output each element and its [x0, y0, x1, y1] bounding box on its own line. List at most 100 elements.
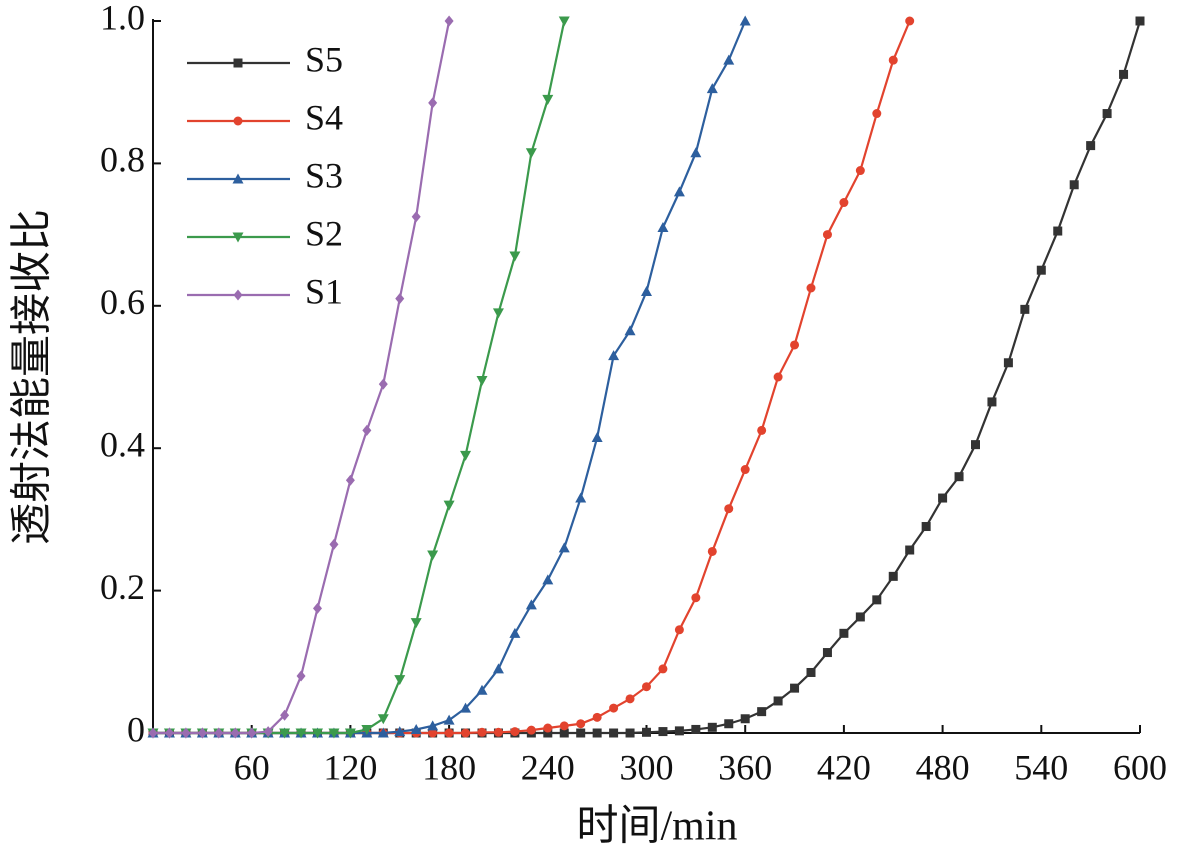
- marker: [592, 728, 602, 738]
- marker: [525, 599, 537, 610]
- marker: [344, 728, 356, 739]
- marker: [1102, 109, 1112, 119]
- marker: [148, 727, 158, 739]
- marker: [625, 694, 635, 704]
- marker: [625, 728, 635, 738]
- marker: [279, 728, 291, 739]
- marker: [1086, 141, 1096, 151]
- marker: [427, 720, 439, 731]
- marker: [987, 397, 997, 407]
- marker: [526, 725, 536, 735]
- marker: [1053, 226, 1063, 236]
- marker: [674, 726, 684, 736]
- marker: [576, 719, 586, 729]
- marker: [444, 728, 454, 738]
- marker: [1069, 180, 1079, 190]
- marker: [642, 727, 651, 737]
- marker: [790, 683, 800, 693]
- marker: [905, 16, 915, 26]
- y-tick-label: 0.4: [100, 424, 145, 464]
- series-line: [153, 20, 747, 735]
- legend-label: S4: [305, 97, 343, 137]
- marker: [642, 682, 651, 692]
- marker: [657, 221, 669, 232]
- x-tick-label: 60: [234, 747, 270, 787]
- marker: [477, 727, 487, 737]
- marker: [1020, 304, 1030, 314]
- marker: [872, 109, 882, 119]
- marker: [444, 15, 454, 27]
- x-tick-label: 420: [817, 747, 871, 787]
- marker: [377, 727, 389, 738]
- marker: [542, 94, 554, 105]
- x-tick-label: 480: [916, 747, 970, 787]
- x-tick-label: 240: [521, 747, 575, 787]
- marker: [394, 726, 406, 737]
- marker: [938, 493, 948, 503]
- marker: [855, 612, 865, 622]
- marker: [872, 595, 882, 605]
- y-tick-label: 0.8: [100, 140, 145, 180]
- y-tick-label: 0: [127, 709, 145, 749]
- legend-label: S1: [305, 271, 343, 311]
- x-tick-label: 360: [718, 747, 772, 787]
- marker: [674, 625, 684, 635]
- marker: [362, 424, 372, 436]
- marker: [543, 728, 553, 738]
- marker: [690, 147, 702, 158]
- x-tick-label: 600: [1113, 747, 1167, 787]
- marker: [1119, 69, 1129, 79]
- marker: [591, 432, 603, 443]
- marker: [263, 726, 273, 738]
- marker: [542, 574, 554, 585]
- x-tick-label: 300: [620, 747, 674, 787]
- marker: [723, 54, 735, 65]
- marker: [691, 593, 701, 603]
- marker: [280, 709, 290, 721]
- marker: [361, 724, 373, 735]
- marker: [624, 325, 636, 336]
- series-line: [153, 20, 911, 735]
- marker: [410, 723, 422, 734]
- marker: [460, 450, 472, 461]
- legend-label: S2: [305, 213, 343, 253]
- marker: [706, 83, 718, 94]
- marker: [476, 376, 488, 387]
- marker: [493, 727, 503, 737]
- marker: [707, 546, 717, 556]
- legend-marker: [233, 116, 243, 126]
- marker: [559, 728, 569, 738]
- marker: [476, 684, 488, 695]
- marker: [427, 550, 439, 561]
- marker: [559, 721, 569, 731]
- marker: [411, 211, 421, 223]
- series-line: [153, 20, 566, 735]
- marker: [888, 571, 898, 581]
- marker: [641, 286, 652, 297]
- marker: [461, 728, 471, 738]
- marker: [443, 500, 455, 511]
- marker: [329, 538, 339, 550]
- y-tick-label: 0.6: [100, 282, 145, 322]
- marker: [822, 648, 832, 658]
- marker: [1135, 16, 1145, 26]
- marker: [740, 465, 750, 475]
- marker: [214, 727, 224, 739]
- legend-label: S5: [305, 39, 343, 79]
- marker: [658, 727, 668, 737]
- marker: [197, 727, 207, 739]
- legend-marker: [232, 173, 244, 184]
- marker: [658, 664, 668, 674]
- marker: [673, 186, 685, 197]
- marker: [855, 166, 865, 176]
- marker: [608, 350, 620, 361]
- marker: [312, 728, 323, 739]
- marker: [888, 55, 898, 65]
- marker: [575, 492, 587, 503]
- marker: [509, 251, 521, 262]
- marker: [558, 16, 570, 27]
- marker: [773, 372, 783, 382]
- marker: [460, 702, 472, 713]
- marker: [394, 675, 406, 686]
- marker: [971, 440, 980, 450]
